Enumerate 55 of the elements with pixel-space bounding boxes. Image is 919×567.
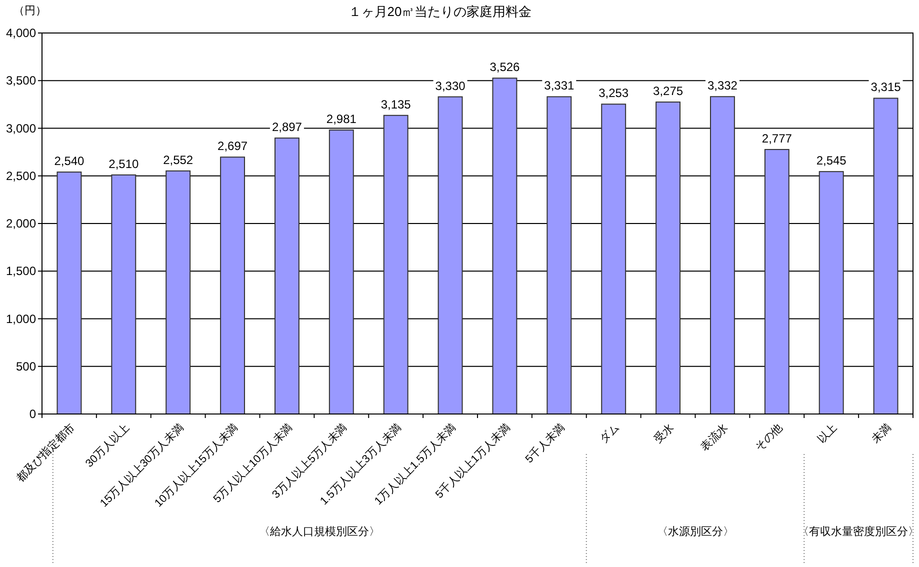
bar: [328, 130, 354, 414]
data-label: 3,315: [870, 80, 902, 94]
bar: [492, 78, 518, 414]
bar: [764, 148, 790, 414]
bar: [111, 174, 136, 414]
bar: [166, 170, 191, 414]
data-label: 3,331: [544, 78, 574, 93]
data-label: 2,510: [108, 156, 139, 171]
y-tick-label: 3,500: [6, 74, 36, 88]
x-tick-label: 受水: [651, 420, 676, 446]
data-label: 3,135: [380, 97, 412, 112]
y-tick-label: 4,000: [6, 26, 36, 40]
bar: [220, 156, 246, 414]
data-label: 2,777: [762, 131, 792, 146]
data-label: 3,253: [598, 86, 629, 100]
bar: [818, 171, 844, 414]
x-tick-label: 都及び指定都市: [14, 420, 78, 485]
data-label: 2,552: [163, 152, 194, 167]
data-label: 2,897: [272, 120, 302, 134]
text: 〈有収水量密度別区分〉: [798, 525, 919, 538]
bar: [546, 96, 572, 414]
x-tick-label: 表流水: [698, 420, 731, 454]
x-tick-label: 未満: [869, 420, 894, 446]
bar: [601, 104, 626, 414]
chart-title: １ヶ月20㎥当たりの家庭用料金: [348, 4, 532, 19]
y-tick-label: 1,500: [6, 264, 36, 278]
data-label: 3,526: [490, 60, 520, 74]
data-label: 2,540: [54, 154, 85, 168]
bar: [56, 172, 82, 414]
data-label: 2,545: [816, 154, 847, 168]
x-tick-label: その他: [753, 422, 786, 454]
text: 〈水源別区分〉: [656, 525, 734, 538]
data-label: 3,275: [653, 84, 684, 98]
data-label: 3,332: [707, 78, 738, 93]
data-label: 2,981: [326, 112, 357, 126]
bar: [710, 96, 735, 414]
y-tick-label: 2,500: [6, 168, 36, 183]
y-tick-label: 500: [16, 359, 36, 374]
x-tick-label: 5千人未満: [522, 420, 568, 466]
x-tick-label: 30万人以上: [82, 420, 132, 470]
y-axis-title: （円）: [14, 5, 46, 17]
text: 〈給水人口規模別区分〉: [259, 525, 380, 538]
bar: [873, 98, 898, 414]
bar: [656, 102, 681, 414]
x-tick-label: 以上: [814, 420, 840, 446]
y-tick-label: 1,000: [6, 312, 36, 326]
bar: [274, 138, 300, 414]
bar: [438, 96, 463, 414]
y-tick-label: 3,000: [6, 121, 36, 136]
data-label: 2,697: [218, 139, 248, 154]
x-tick-label: ダム: [598, 422, 622, 446]
bar: [383, 114, 408, 414]
data-label: 3,330: [435, 78, 466, 93]
y-tick-label: 0: [29, 407, 36, 421]
y-tick-label: 2,000: [6, 216, 36, 230]
